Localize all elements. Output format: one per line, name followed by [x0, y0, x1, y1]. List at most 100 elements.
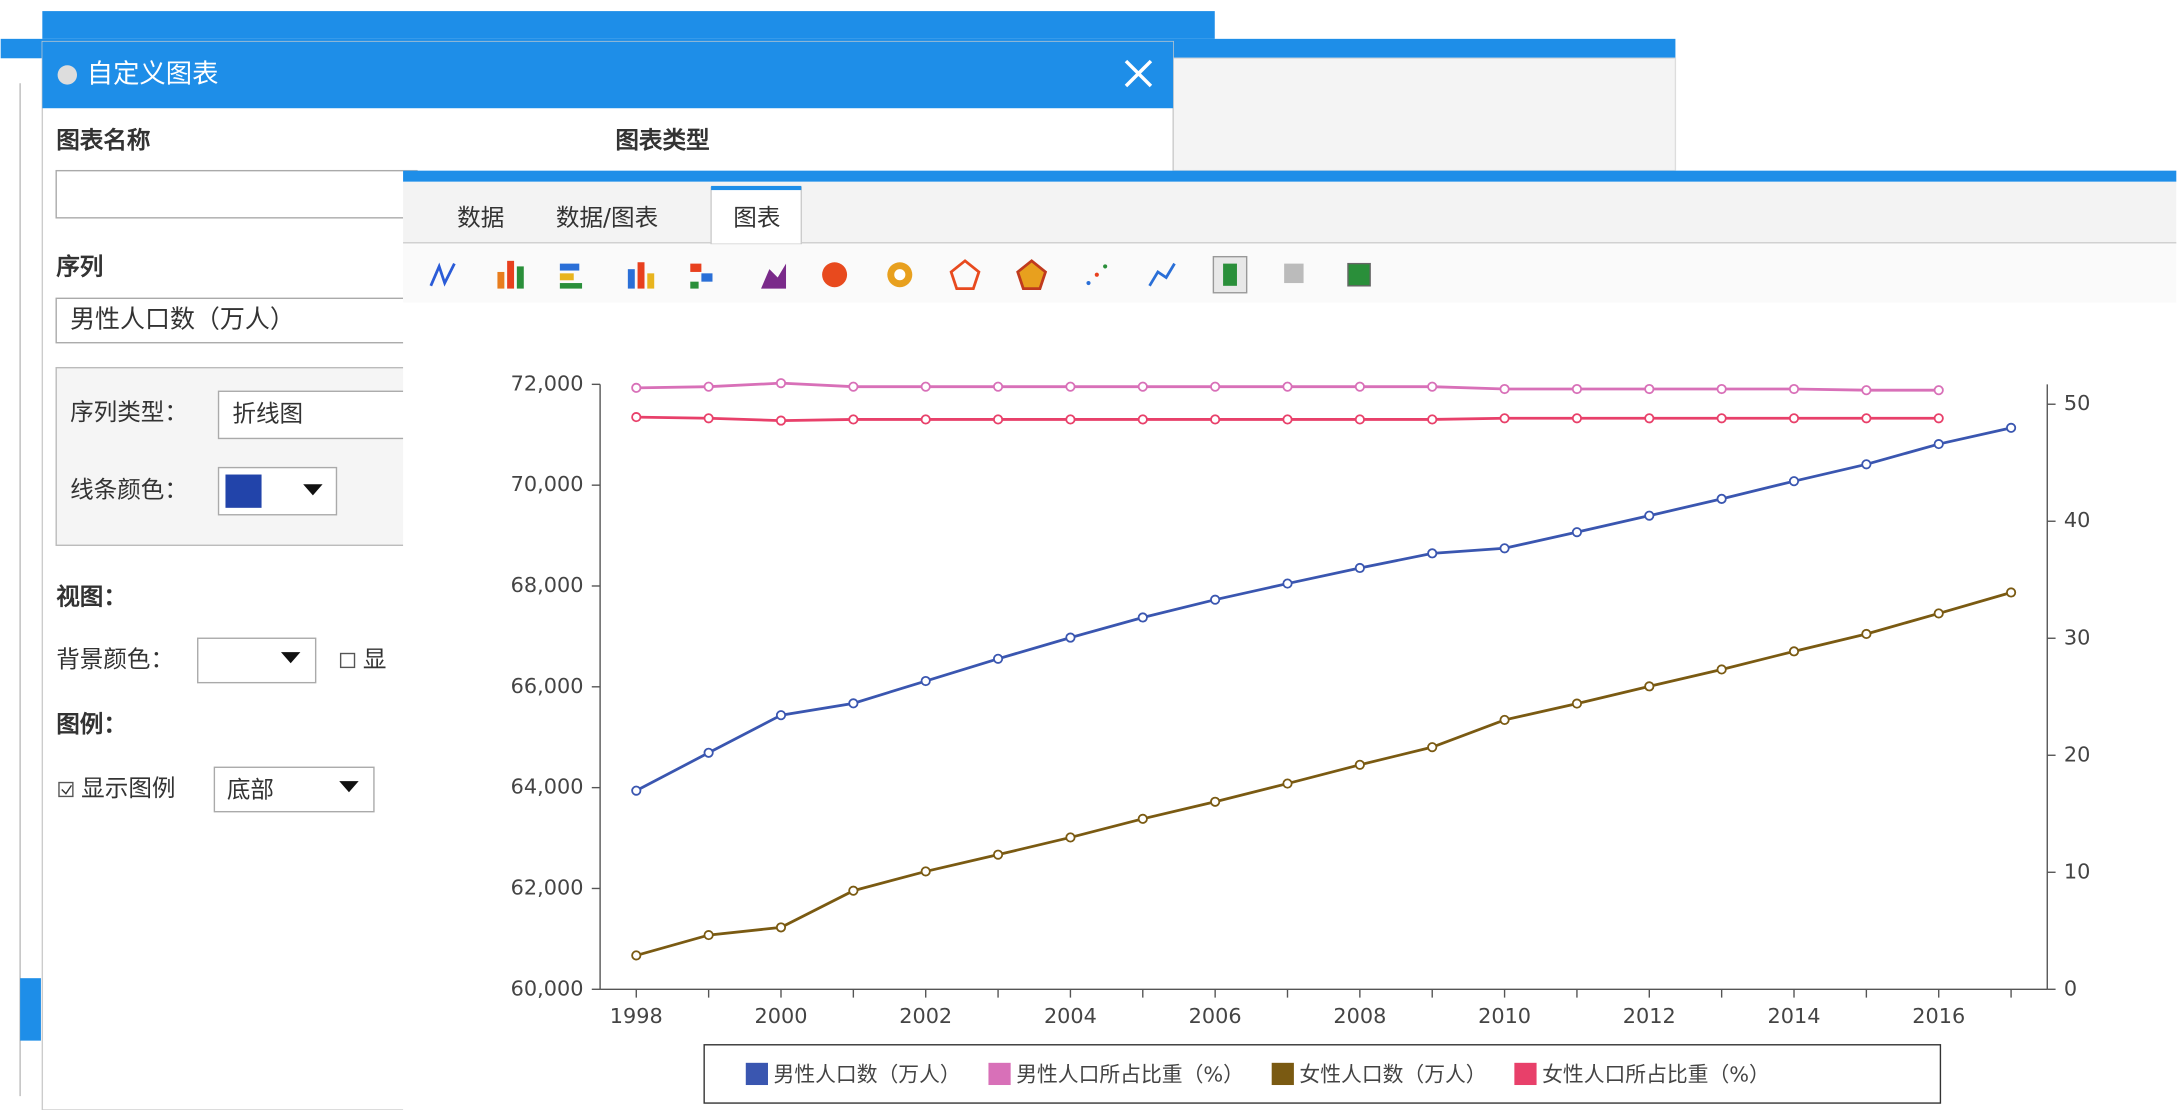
y-tick-label: 60,000 [511, 976, 584, 1000]
icon[interactable] [690, 281, 699, 289]
point [775, 415, 787, 426]
point [1065, 832, 1076, 843]
point [1210, 594, 1221, 605]
label: 序列 [56, 252, 103, 280]
point [1933, 385, 1944, 396]
point [920, 866, 931, 877]
icon[interactable] [559, 273, 574, 281]
check [61, 784, 73, 795]
point [993, 849, 1004, 860]
y-tick-label: 72,000 [511, 371, 584, 395]
icon[interactable] [559, 263, 580, 271]
icon[interactable] [690, 263, 702, 272]
point [1788, 413, 1800, 424]
dialog-header [42, 41, 1174, 109]
point [1644, 510, 1655, 521]
point [920, 381, 931, 392]
point [1282, 414, 1293, 425]
back-window-toolbar [1172, 57, 1677, 172]
series-type-select[interactable] [217, 390, 414, 440]
x-tick-label: 2006 [1189, 1004, 1242, 1028]
y2-tick-label: 40 [2064, 508, 2090, 532]
y-tick-label: 62,000 [511, 875, 584, 899]
select-value: 折线图 [232, 399, 303, 427]
y2-tick-label: 30 [2064, 625, 2090, 649]
active-tab-marker [711, 185, 802, 191]
point [1933, 413, 1944, 424]
point [1210, 414, 1221, 425]
icon[interactable] [507, 260, 515, 289]
icon[interactable] [701, 273, 713, 282]
point [631, 785, 642, 796]
point [848, 414, 859, 425]
icon[interactable] [1347, 262, 1371, 287]
y-tick-label: 64,000 [511, 775, 584, 799]
point [920, 675, 931, 687]
panel-bar [403, 170, 2177, 182]
point [1427, 414, 1438, 425]
checkbox[interactable] [339, 652, 356, 669]
dropdown-arrow [303, 484, 323, 496]
label: 图表名称 [56, 126, 151, 154]
icon[interactable] [1016, 259, 1048, 290]
icon[interactable] [637, 262, 645, 289]
name-input[interactable] [55, 169, 418, 219]
point [1644, 681, 1655, 692]
label: 显 [363, 645, 387, 673]
label: 图例： [56, 710, 127, 738]
tab[interactable]: 数据 [457, 204, 504, 232]
point [1137, 414, 1148, 425]
point [1861, 385, 1872, 396]
icon[interactable] [516, 266, 524, 289]
point [1788, 383, 1800, 395]
y-tick-label: 68,000 [511, 573, 584, 597]
icon[interactable] [761, 263, 787, 289]
x-tick-label: 2000 [755, 1004, 808, 1028]
close-button[interactable] [1124, 59, 1153, 88]
icon[interactable] [1148, 262, 1176, 287]
point [1644, 383, 1655, 395]
x-tick-label: 2014 [1768, 1004, 1821, 1028]
legend-label: 女性人口所占比重（%） [1542, 1062, 1770, 1086]
point [1210, 796, 1221, 807]
color-swatch [225, 474, 262, 508]
icon[interactable] [822, 262, 848, 288]
icon[interactable] [647, 273, 655, 289]
tab[interactable]: 数据/图表 [556, 204, 658, 232]
bg-color-select[interactable] [197, 637, 317, 684]
icon[interactable] [1223, 263, 1237, 286]
icon[interactable] [1284, 263, 1304, 284]
select-value: 男性人口数（万人） [70, 305, 295, 334]
tab[interactable]: 图表 [733, 204, 780, 232]
icon[interactable] [1094, 272, 1099, 277]
point [1354, 381, 1365, 392]
x-tick-label: 2012 [1623, 1004, 1676, 1028]
point [703, 930, 714, 941]
legend-swatch [988, 1062, 1011, 1086]
point [1861, 413, 1872, 424]
point [1716, 413, 1727, 424]
legend-position-select[interactable] [213, 766, 375, 813]
icon[interactable] [1103, 264, 1108, 269]
series-line [635, 426, 2012, 792]
x-tick-label: 2016 [1912, 1004, 1965, 1028]
icon[interactable] [894, 269, 906, 281]
point [1716, 664, 1727, 675]
active-tab[interactable] [710, 186, 802, 245]
point [1282, 778, 1293, 789]
label: 显示图例 [81, 774, 175, 802]
icon[interactable] [627, 269, 635, 289]
point [775, 710, 787, 721]
icon[interactable] [1086, 280, 1091, 286]
icon[interactable] [559, 283, 583, 289]
icon[interactable] [949, 259, 981, 290]
checkbox[interactable] [58, 781, 74, 798]
legend [703, 1044, 1942, 1104]
icon[interactable] [429, 262, 456, 287]
icon[interactable] [497, 271, 505, 289]
point [848, 381, 859, 392]
label: 视图： [56, 583, 127, 611]
point [1644, 413, 1655, 424]
